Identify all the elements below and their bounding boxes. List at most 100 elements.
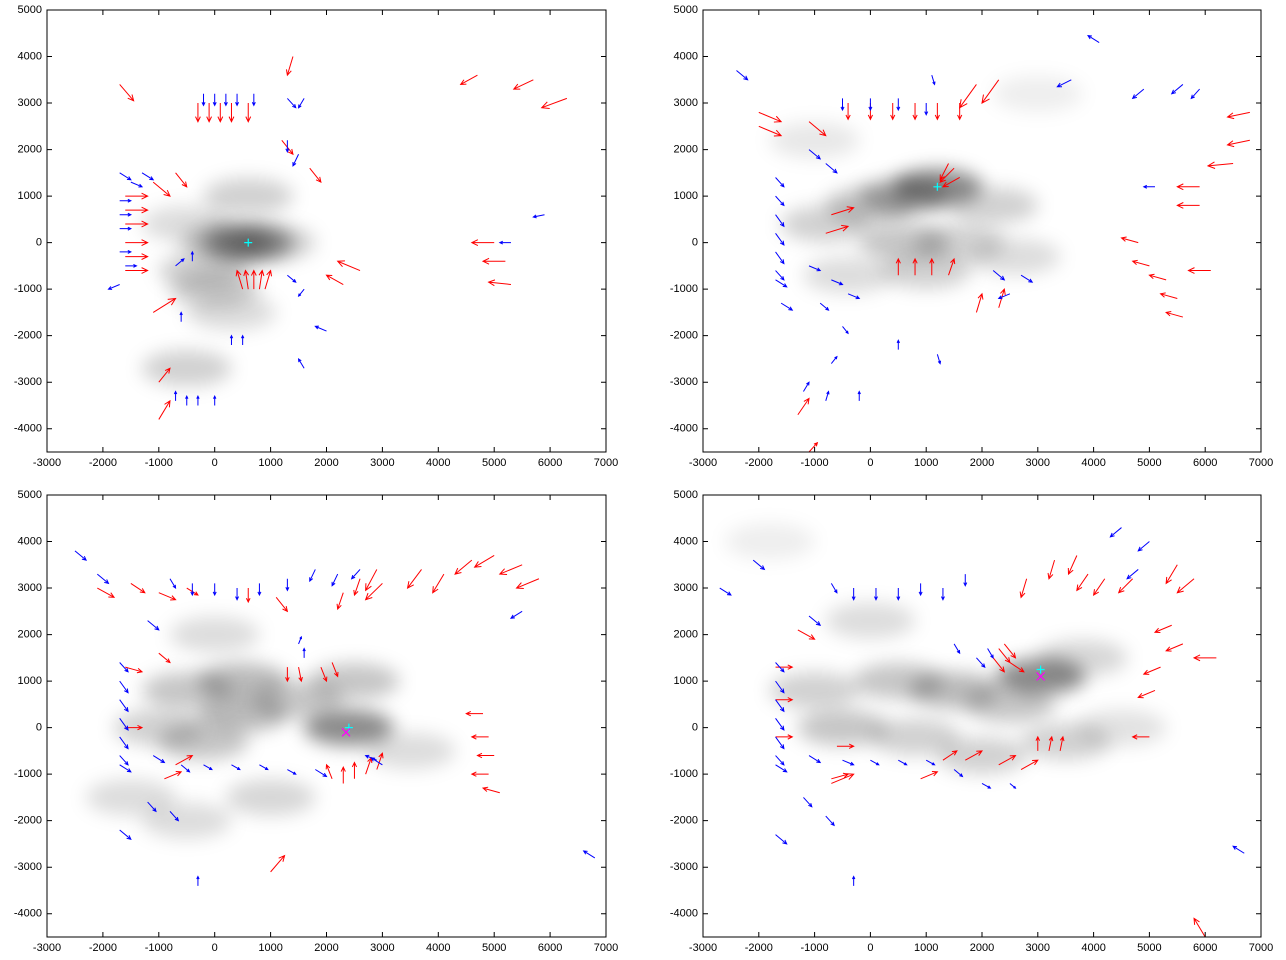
arrow xyxy=(470,734,489,740)
y-tick-label: 2000 xyxy=(18,628,42,640)
x-tick-label: 5000 xyxy=(482,942,506,954)
arrow xyxy=(285,56,294,77)
density-blob xyxy=(225,224,316,261)
arrow xyxy=(476,752,495,759)
arrow xyxy=(976,657,986,669)
arrow xyxy=(107,284,120,290)
arrow xyxy=(454,559,473,575)
density-blob xyxy=(309,663,400,700)
x-tick-label: 1000 xyxy=(914,942,938,954)
arrow xyxy=(965,750,984,761)
arrow xyxy=(797,629,816,640)
arrow xyxy=(775,834,788,845)
arrow xyxy=(325,274,344,285)
x-tick-label: -2000 xyxy=(745,942,773,954)
arrow xyxy=(1117,578,1134,594)
marker xyxy=(1036,672,1046,681)
arrow xyxy=(286,98,297,109)
arrow xyxy=(351,761,358,779)
arrow xyxy=(1142,184,1155,189)
x-tick-label: 1000 xyxy=(258,942,282,954)
arrow xyxy=(808,755,822,764)
arrow xyxy=(1142,666,1161,675)
density-blob xyxy=(825,602,916,639)
density-blob xyxy=(948,187,1039,224)
arrow xyxy=(481,257,506,265)
y-tick-label: 5000 xyxy=(674,489,698,501)
arrow xyxy=(512,79,534,90)
arrow xyxy=(251,93,256,107)
arrow xyxy=(825,390,830,401)
y-tick-label: -4000 xyxy=(670,423,698,435)
arrow xyxy=(775,755,785,766)
arrow xyxy=(164,771,183,780)
y-tick-label: 4000 xyxy=(674,50,698,62)
x-tick-label: -2000 xyxy=(89,942,117,954)
arrow xyxy=(912,103,918,121)
arrow xyxy=(808,149,822,160)
arrow xyxy=(775,680,785,694)
arrow xyxy=(831,772,850,780)
arrow xyxy=(465,711,484,717)
arrow xyxy=(119,84,135,102)
arrow xyxy=(953,769,964,778)
arrow xyxy=(934,103,940,121)
arrow xyxy=(948,257,956,276)
arrow xyxy=(929,257,935,276)
density-blob xyxy=(141,802,232,839)
arrow xyxy=(432,573,445,594)
arrow xyxy=(285,140,290,154)
arrow xyxy=(314,325,327,332)
arrow xyxy=(895,257,901,276)
density-blob xyxy=(365,732,456,769)
arrow xyxy=(992,270,1006,281)
arrow xyxy=(175,258,185,267)
arrow xyxy=(1165,643,1184,652)
arrow xyxy=(152,297,177,313)
arrow xyxy=(498,564,523,575)
arrow xyxy=(235,588,240,601)
arrow xyxy=(147,801,157,813)
arrow xyxy=(780,302,794,311)
arrow xyxy=(229,334,234,345)
arrow xyxy=(1187,267,1211,274)
arrow xyxy=(125,267,149,274)
x-tick-label: 2000 xyxy=(314,457,338,469)
arrow xyxy=(981,783,992,789)
arrow xyxy=(1170,84,1184,95)
x-tick-label: 3000 xyxy=(370,942,394,954)
arrow xyxy=(353,578,361,597)
arrow xyxy=(1109,527,1122,538)
arrow xyxy=(119,829,132,841)
x-tick-label: 7000 xyxy=(1249,942,1273,954)
arrow xyxy=(752,559,766,571)
density-blob xyxy=(225,779,316,816)
arrow xyxy=(1226,139,1250,148)
arrow xyxy=(1190,88,1200,100)
arrow xyxy=(925,759,936,766)
arrow xyxy=(918,583,923,597)
arrow xyxy=(1193,917,1206,937)
x-tick-label: 0 xyxy=(867,942,873,954)
arrow xyxy=(180,764,191,773)
arrow xyxy=(147,620,160,631)
y-tick-label: -1000 xyxy=(14,768,42,780)
arrow xyxy=(258,269,265,290)
arrow xyxy=(940,588,945,601)
arrow xyxy=(331,662,339,678)
x-tick-label: 5000 xyxy=(482,457,506,469)
arrow xyxy=(975,292,984,313)
arrow xyxy=(1003,643,1017,659)
arrow xyxy=(1120,236,1139,244)
y-tick-label: 4000 xyxy=(18,50,42,62)
arrow xyxy=(942,750,958,761)
arrow xyxy=(259,764,269,771)
arrow xyxy=(912,257,918,276)
arrow xyxy=(797,397,810,416)
x-tick-label: 2000 xyxy=(970,457,994,469)
arrow xyxy=(119,212,132,217)
arrow xyxy=(235,269,244,290)
y-tick-label: -3000 xyxy=(670,376,698,388)
plot-area xyxy=(74,550,596,886)
y-tick-label: 3000 xyxy=(674,582,698,594)
